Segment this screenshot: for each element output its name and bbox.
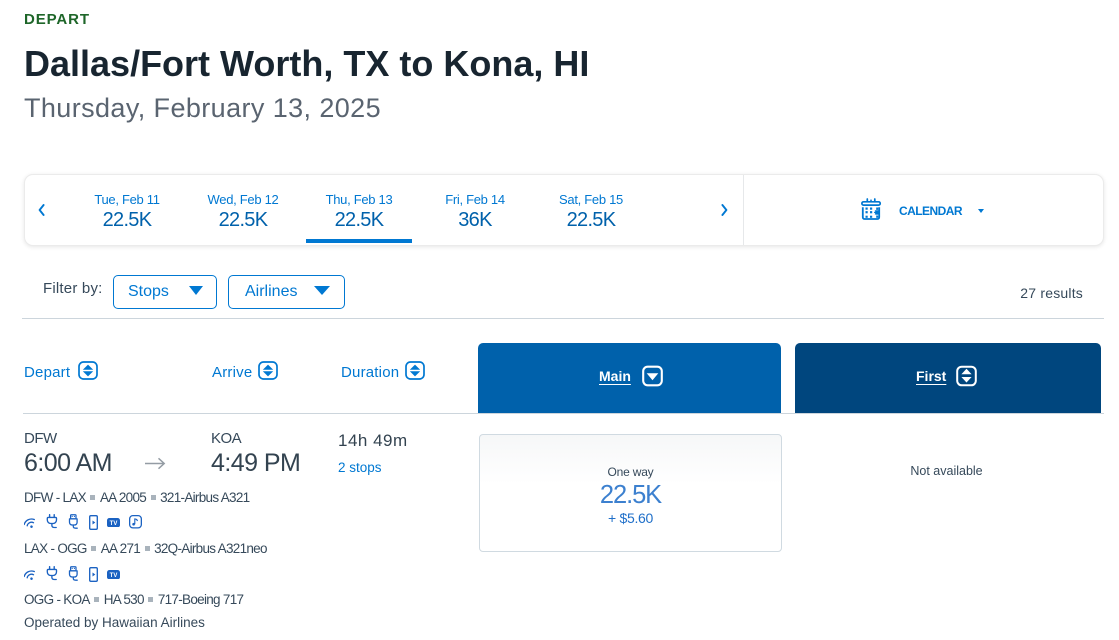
svg-text:TV: TV <box>110 573 118 579</box>
svg-text:TV: TV <box>110 521 118 527</box>
